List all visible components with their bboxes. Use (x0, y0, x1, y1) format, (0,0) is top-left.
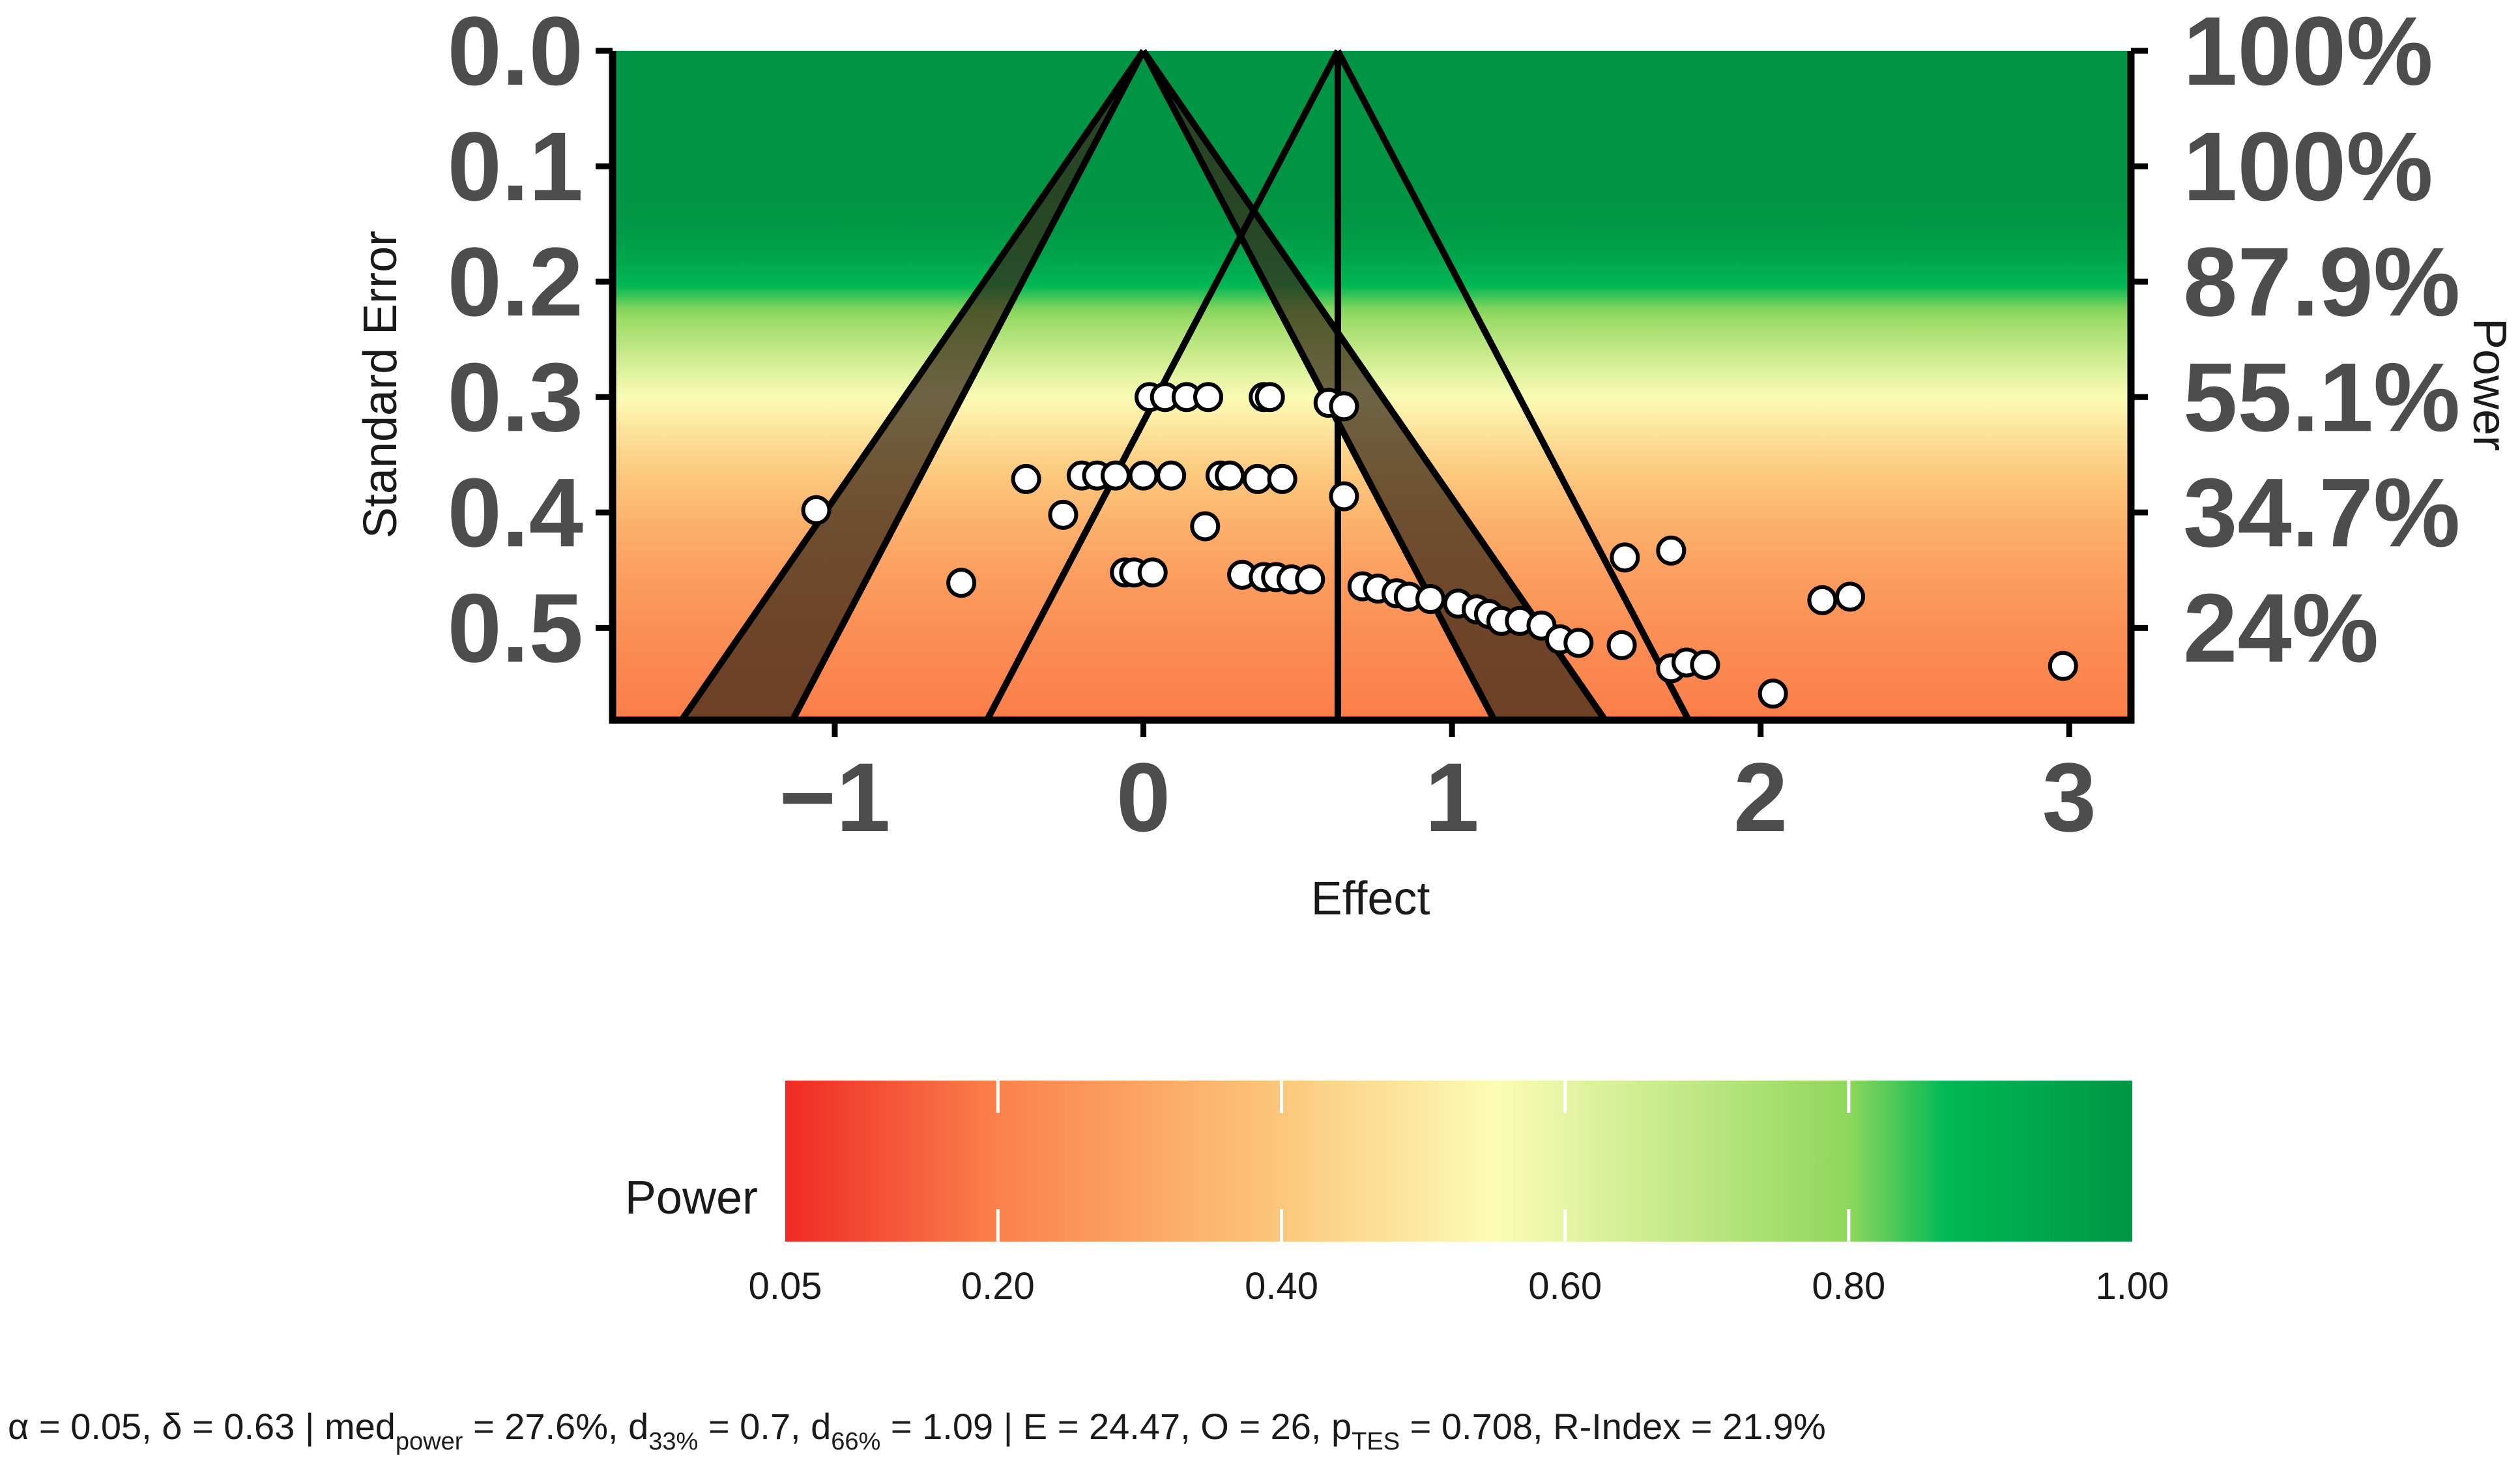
power-tick-label: 55.1% (2183, 342, 2460, 452)
legend-tick-label: 0.80 (1812, 1265, 1885, 1307)
footer-d33-sub: 33% (648, 1428, 698, 1455)
data-point (1011, 463, 1041, 494)
data-point (2048, 650, 2078, 681)
data-point (1329, 391, 1359, 422)
data-point (946, 568, 977, 598)
funnel-line (678, 49, 1146, 722)
y-tick-label: 0.0 (447, 0, 583, 106)
legend-title: Power (625, 1172, 758, 1224)
data-point (1415, 584, 1445, 615)
plot-panel (609, 49, 2135, 724)
data-point (1563, 628, 1594, 658)
data-point (1758, 678, 1788, 709)
legend-tick-label: 1.00 (2096, 1265, 2169, 1307)
x-tick-label: 1 (1425, 742, 1479, 852)
power-tick-label: 87.9% (2183, 227, 2460, 336)
power-legend: Power 0.05 0.20 0.40 0.60 0.80 1.00 (625, 1081, 2169, 1307)
data-point (1137, 557, 1168, 588)
y-tick-label: 0.4 (447, 458, 583, 567)
footer-med-val: = 27.6%, d (463, 1406, 648, 1447)
power-axis-title: Power (2463, 318, 2515, 451)
x-tick-label: 3 (2042, 742, 2096, 852)
legend-colorbar (785, 1081, 2132, 1242)
data-point (1610, 542, 1640, 573)
data-point (1690, 650, 1720, 680)
legend-ticks: 0.05 0.20 0.40 0.60 0.80 1.00 (749, 1081, 2169, 1307)
footer-statistics: α = 0.05, δ = 0.63 | medpower = 27.6%, d… (8, 1406, 1826, 1455)
y-tick-label: 0.5 (447, 573, 583, 682)
funnel-lines (678, 49, 1692, 722)
y-tick-label: 0.1 (447, 111, 583, 221)
data-points (801, 382, 2078, 709)
data-point (801, 495, 832, 525)
data-point (1267, 463, 1297, 494)
x-axis-title: Effect (1311, 873, 1430, 925)
legend-tick-label: 0.20 (961, 1265, 1035, 1307)
axis-lines (609, 51, 2135, 724)
legend-tick-label: 0.40 (1245, 1265, 1318, 1307)
data-point (1656, 535, 1687, 566)
x-tick-label: 2 (1733, 742, 1788, 852)
data-point (1835, 581, 1866, 612)
footer-alpha-delta: α = 0.05, δ = 0.63 | med (8, 1406, 396, 1447)
footer-d66-sub: 66% (831, 1428, 880, 1455)
data-point (1156, 460, 1187, 491)
power-tick-label: 24% (2183, 573, 2379, 682)
footer-d66-val: = 1.09 | E = 24.47, O = 26, p (880, 1406, 1352, 1447)
data-point (1190, 511, 1221, 542)
y-axis-title: Standard Error (355, 231, 407, 538)
data-point (1329, 481, 1359, 512)
y-tick-label: 0.3 (447, 342, 583, 452)
power-tick-label: 100% (2183, 111, 2433, 221)
data-point (1215, 460, 1245, 491)
data-point (1100, 460, 1131, 491)
data-point (1242, 463, 1273, 494)
power-tick-label: 100% (2183, 0, 2433, 106)
footer-ptes-val: = 0.708, R-Index = 21.9% (1400, 1406, 1826, 1447)
funnel-line (1335, 49, 1692, 722)
footer-med-sub: power (396, 1428, 463, 1455)
data-point (1254, 382, 1285, 413)
data-point (1048, 499, 1079, 530)
data-point (1807, 585, 1838, 615)
y-axis: 0.00.10.20.30.40.5 (447, 0, 613, 682)
footer-d33-val: = 0.7, d (698, 1406, 831, 1447)
x-tick-label: −1 (779, 742, 890, 852)
legend-tick-label: 0.60 (1528, 1265, 1602, 1307)
power-axis: 100%100%87.9%55.1%34.7%24% (2131, 0, 2460, 682)
data-point (1193, 382, 1224, 413)
x-tick-label: 0 (1116, 742, 1170, 852)
x-axis: −1 0 1 2 3 (779, 720, 2096, 852)
data-point (1606, 630, 1637, 660)
data-point (1295, 564, 1325, 594)
y-tick-label: 0.2 (447, 227, 583, 336)
data-point (1128, 460, 1159, 491)
power-tick-label: 34.7% (2183, 458, 2460, 567)
footer-ptes-sub: TES (1352, 1428, 1400, 1455)
legend-tick-label: 0.05 (749, 1265, 822, 1307)
funnel-line (789, 49, 1146, 722)
